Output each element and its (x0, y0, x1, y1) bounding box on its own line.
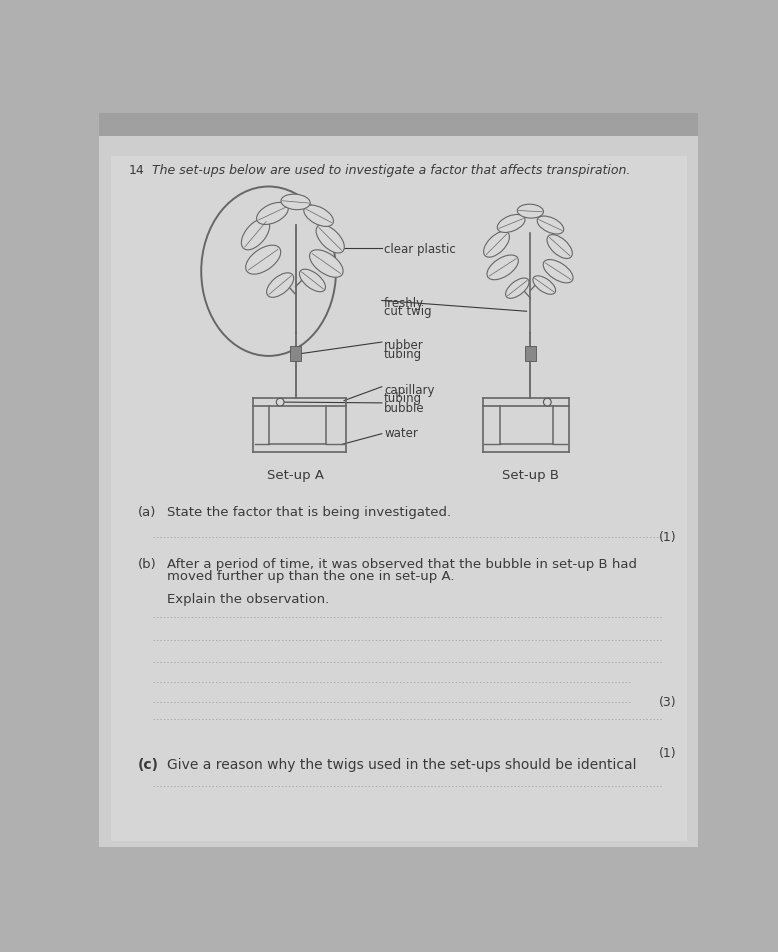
Ellipse shape (281, 195, 310, 210)
Ellipse shape (257, 203, 289, 226)
Ellipse shape (300, 270, 325, 292)
Text: (c): (c) (138, 757, 159, 771)
Text: tubing: tubing (384, 347, 422, 360)
Ellipse shape (533, 276, 555, 295)
Text: Set-up B: Set-up B (502, 468, 559, 481)
Ellipse shape (506, 279, 529, 299)
Ellipse shape (316, 226, 345, 254)
Ellipse shape (547, 235, 573, 259)
Text: tubing: tubing (384, 392, 422, 405)
Text: freshly: freshly (384, 296, 424, 309)
Text: (1): (1) (659, 745, 677, 759)
Text: After a period of time, it was observed that the bubble in set-up B had: After a period of time, it was observed … (167, 557, 637, 570)
Circle shape (276, 399, 284, 407)
Text: Set-up A: Set-up A (267, 468, 324, 481)
Text: clear plastic: clear plastic (384, 243, 456, 255)
Text: Explain the observation.: Explain the observation. (167, 593, 329, 605)
Text: The set-ups below are used to investigate a factor that affects transpiration.: The set-ups below are used to investigat… (152, 165, 630, 177)
Ellipse shape (304, 206, 334, 228)
Ellipse shape (246, 246, 281, 275)
Text: cut twig: cut twig (384, 305, 432, 318)
Ellipse shape (310, 250, 343, 278)
Ellipse shape (497, 215, 525, 233)
Ellipse shape (543, 260, 573, 284)
Ellipse shape (487, 256, 518, 281)
Ellipse shape (484, 232, 510, 258)
Ellipse shape (537, 217, 564, 235)
Bar (100, 114, 699, 156)
Bar (525, 347, 536, 362)
Ellipse shape (241, 220, 270, 250)
Text: water: water (384, 426, 418, 440)
Circle shape (544, 399, 551, 407)
Text: (a): (a) (138, 505, 156, 518)
Ellipse shape (517, 205, 544, 219)
Text: State the factor that is being investigated.: State the factor that is being investiga… (167, 505, 451, 518)
Text: bubble: bubble (384, 401, 425, 414)
Text: rubber: rubber (384, 339, 424, 352)
Text: (3): (3) (659, 695, 677, 708)
Text: (b): (b) (138, 557, 156, 570)
Ellipse shape (267, 273, 293, 298)
Text: (1): (1) (659, 531, 677, 544)
Text: Give a reason why the twigs used in the set-ups should be identical: Give a reason why the twigs used in the … (167, 757, 636, 771)
Text: 14: 14 (128, 165, 144, 177)
Text: capillary: capillary (384, 384, 435, 396)
Text: moved further up than the one in set-up A.: moved further up than the one in set-up … (167, 569, 454, 583)
Bar (290, 347, 301, 362)
